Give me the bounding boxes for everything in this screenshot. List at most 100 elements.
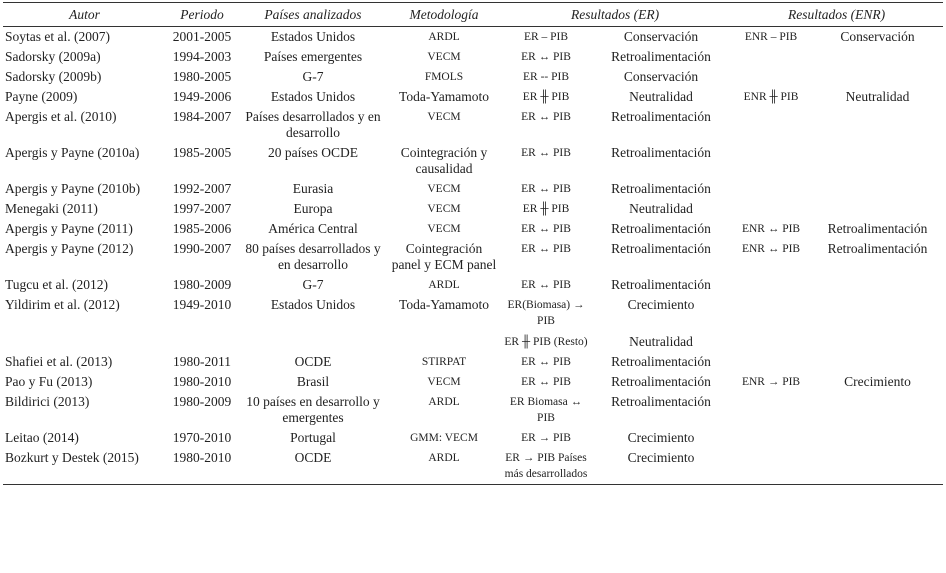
table-row: Tugcu et al. (2012) 1980-2009 G-7 ARDL ER ↔ … — [3, 275, 943, 295]
er-result-cell: Retroalimentación — [592, 143, 730, 179]
method-cell: VECM — [427, 376, 461, 388]
table-row: Apergis et al. (2010) 1984-2007 Países des… — [3, 107, 943, 143]
author-cell: Bildirici (2013) — [5, 394, 90, 409]
period-cell: 1997-2007 — [172, 201, 232, 216]
header-cell: Resultados (ER) — [500, 2, 731, 27]
result: Retroalimentación — [611, 394, 711, 409]
period-cell: 1984-2007 — [172, 109, 232, 124]
method-cell: VECM — [427, 111, 461, 123]
method-cell: VECM — [427, 183, 461, 195]
er-relation-cell: ER ↔ PIB — [500, 372, 592, 392]
author-cell: Shafiei et al. (2013) — [5, 354, 113, 369]
enr-relation-cell — [730, 179, 812, 199]
enr-relation-cell — [730, 47, 812, 67]
result: Retroalimentación — [611, 109, 711, 124]
enr-relation-cell — [730, 143, 812, 179]
countries-cell: 80 países desarrollados y en desarrollo — [245, 241, 381, 272]
countries-cell: Europa — [293, 201, 333, 216]
period-cell: 1994-2003 — [172, 49, 232, 64]
result: Retroalimentación — [611, 145, 711, 160]
enr-relation-cell — [730, 295, 812, 352]
er-result-cell: Conservación — [592, 67, 730, 87]
result: Retroalimentación — [611, 277, 711, 292]
period-cell: 1980-2011 — [173, 354, 231, 369]
enr-result-cell: Conservación — [812, 27, 943, 48]
enr-result-cell — [812, 448, 944, 485]
author-cell: Sadorsky (2009b) — [5, 69, 102, 84]
relation: ER → PIB — [521, 432, 571, 444]
enr-result-cell — [812, 275, 943, 295]
result: Retroalimentación — [611, 354, 711, 369]
author-cell: Apergis et al. (2010) — [5, 109, 117, 124]
enr-relation-cell: ENR → PIB — [730, 372, 812, 392]
table-row: Apergis y Payne (2010a) 1985-2005 20 paíse… — [3, 143, 943, 179]
method-cell: VECM — [427, 51, 461, 63]
relation: ER ╫ PIB — [522, 91, 570, 103]
er-result-cell: Retroalimentación — [592, 239, 730, 275]
enr-result-cell — [812, 428, 943, 448]
table-row: Apergis y Payne (2010b) 1992-2007 Eurasia V… — [3, 179, 943, 199]
enr-relation-cell — [730, 67, 812, 87]
enr-result-cell — [812, 67, 943, 87]
period-cell: 1980-2010 — [172, 374, 232, 389]
enr-relation-cell: ENR ↔ PIB — [730, 219, 812, 239]
enr-relation-cell — [730, 448, 813, 485]
relation: ENR → PIB — [741, 376, 801, 388]
relation: ER ↔ PIB — [521, 147, 571, 159]
header-cell: Periodo — [166, 2, 238, 27]
er-relation-cell: ER ↔ PIB — [500, 143, 592, 179]
countries-cell: Países emergentes — [263, 49, 363, 64]
period-cell: 1970-2010 — [172, 430, 232, 445]
method-cell: Cointegración panel y ECM panel — [391, 241, 497, 272]
relation: ER ↔ PIB — [521, 223, 571, 235]
enr-relation-cell — [730, 428, 812, 448]
er-relation-cell: ER Biomasa ↔ PIB — [500, 392, 592, 428]
table-row: Menegaki (2011) 1997-2007 Europa VECM ER ╫ P… — [3, 199, 943, 219]
er-result-cell: Retroalimentación — [592, 372, 730, 392]
method-cell: VECM — [427, 203, 461, 215]
relation: ER -- PIB — [523, 71, 569, 83]
method-cell: STIRPAT — [421, 356, 467, 368]
relation: ER(Biomasa) → PIB — [507, 299, 585, 327]
enr-result-cell — [812, 199, 943, 219]
result: Conservación — [623, 29, 699, 44]
author-cell: Leitao (2014) — [5, 430, 79, 445]
er-relation-cell: ER ↔ PIB — [500, 107, 592, 143]
author-cell: Sadorsky (2009a) — [5, 49, 101, 64]
table-row: Bildirici (2013) 1980-2009 10 países en de… — [3, 392, 943, 428]
er-relation-cell: ER ↔ PIB — [500, 179, 592, 199]
author-cell: Pao y Fu (2013) — [5, 374, 93, 389]
er-result-cell: Retroalimentación — [592, 275, 730, 295]
header-row: Autor Periodo Países analizados Metodolo… — [3, 2, 944, 27]
er-relation-cell: ER → PIB — [500, 428, 592, 448]
author-cell: Apergis y Payne (2010a) — [5, 145, 140, 160]
enr-result-cell: Retroalimentación — [812, 219, 943, 239]
er-relation-cell: ER ↔ PIB — [500, 275, 592, 295]
er-relation-cell: ER ↔ PIB — [500, 47, 592, 67]
author-cell: Apergis y Payne (2011) — [5, 221, 133, 236]
relation: ER → PIB Países más desarrollados — [504, 452, 588, 480]
table-row: Apergis y Payne (2011) 1985-2006 América C… — [3, 219, 943, 239]
header-cell: Resultados (ENR) — [730, 2, 944, 27]
enr-result-cell: Neutralidad — [812, 87, 943, 107]
relation: ER – PIB — [523, 31, 569, 43]
relation: ER ↔ PIB — [521, 279, 571, 291]
er-result-cell: Retroalimentación — [592, 219, 730, 239]
er-relation-cell: ER ↔ PIB — [500, 219, 592, 239]
er-result-cell: Retroalimentación — [592, 179, 730, 199]
table-row: Soytas et al. (2007) 2001-2005 Estados Uni… — [3, 27, 943, 48]
result: Crecimiento — [627, 450, 695, 465]
relation: ER ↔ PIB — [521, 376, 571, 388]
author-cell: Soytas et al. (2007) — [5, 29, 110, 44]
relation: ER ╫ PIB — [522, 203, 570, 215]
countries-cell: Eurasia — [292, 181, 334, 196]
method-cell: GMM: VECM — [410, 432, 478, 444]
method-cell: ARDL — [388, 448, 500, 485]
method-cell: Toda-Yamamoto — [399, 297, 489, 312]
result: Retroalimentación — [611, 374, 711, 389]
er-result-cell: Retroalimentación — [592, 107, 730, 143]
er-result-cell: Retroalimentación — [592, 352, 730, 372]
table-row: Leitao (2014) 1970-2010 Portugal GMM: VECM E… — [3, 428, 943, 448]
enr-result-cell — [812, 392, 943, 428]
table-row: Payne (2009) 1949-2006 Estados Unidos Toda-… — [3, 87, 943, 107]
